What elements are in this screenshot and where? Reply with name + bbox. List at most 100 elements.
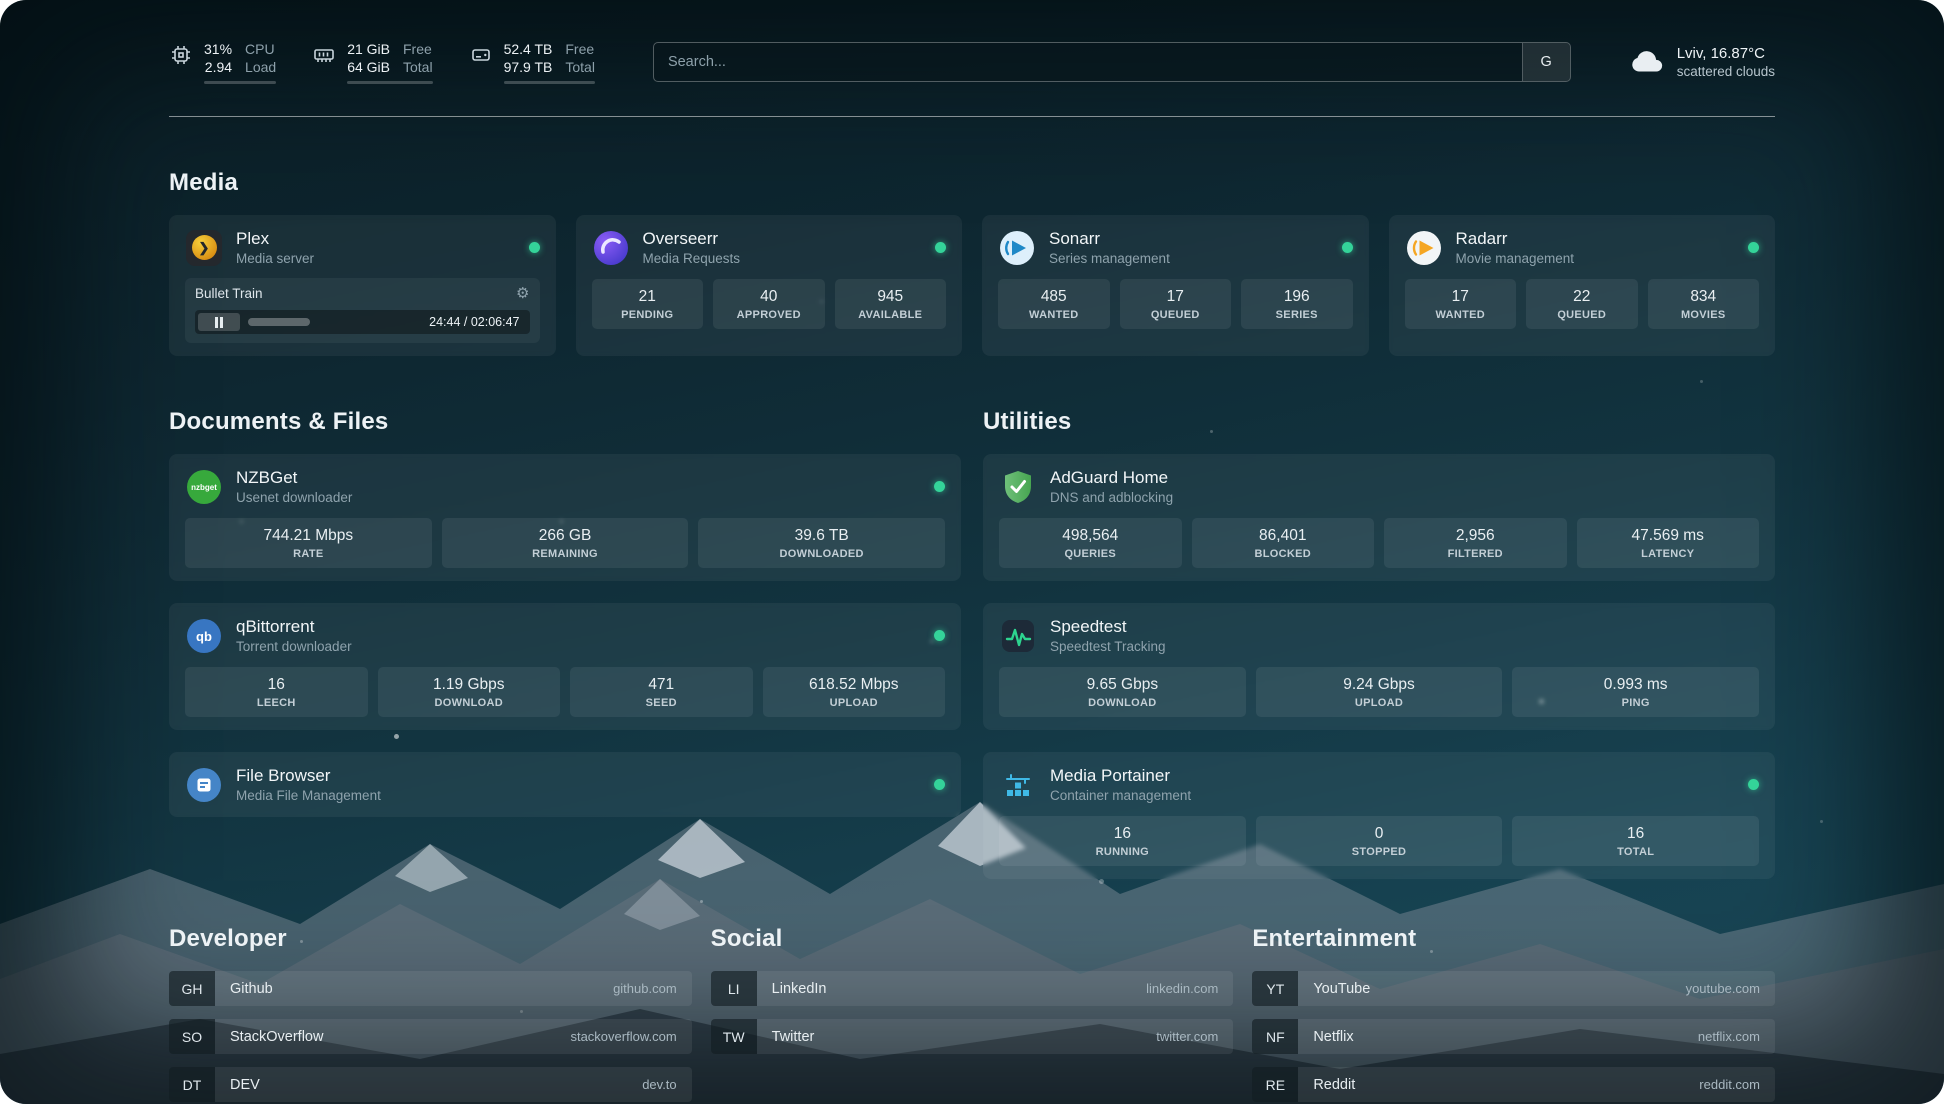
service-card-nzbget[interactable]: nzbget NZBGet Usenet downloader 74 <box>169 454 961 581</box>
sonarr-header[interactable]: Sonarr Series management <box>998 228 1353 267</box>
stat-block: 17 WANTED <box>1404 279 1516 329</box>
bookmark-name: Reddit <box>1313 1076 1356 1093</box>
bookmark-name: Netflix <box>1313 1028 1354 1045</box>
service-name: File Browser <box>236 766 331 785</box>
bookmark-abbr: SO <box>169 1019 215 1054</box>
bookmark-reddit[interactable]: RE Reddit reddit.com <box>1252 1067 1775 1102</box>
service-card-speedtest[interactable]: Speedtest Speedtest Tracking 9.65 Gbps D… <box>983 603 1775 730</box>
qbittorrent-header[interactable]: qb qBittorrent Torrent downloader <box>185 616 945 655</box>
bookmark-group-title: Social <box>710 925 783 952</box>
service-card-portainer[interactable]: Media Portainer Container management 16 … <box>983 752 1775 879</box>
bookmark-youtube[interactable]: YT YouTube youtube.com <box>1252 971 1775 1006</box>
service-card-radarr[interactable]: Radarr Movie management 17 WANTED 22 QUE… <box>1388 215 1775 356</box>
service-description: DNS and adblocking <box>1050 490 1174 505</box>
portainer-stats: 16 RUNNING 0 STOPPED 16 TOTAL <box>999 816 1760 866</box>
bookmark-stackoverflow[interactable]: SO StackOverflow stackoverflow.com <box>169 1019 692 1054</box>
bookmark-domain: dev.to <box>642 1077 677 1092</box>
bookmark-linkedin[interactable]: LI LinkedIn linkedin.com <box>710 971 1234 1006</box>
speedtest-header[interactable]: Speedtest Speedtest Tracking <box>999 616 1759 655</box>
stat-value: 945 <box>877 288 904 305</box>
stat-value: 21 <box>638 288 656 305</box>
stat-label: SERIES <box>1275 309 1318 321</box>
bookmark-dev[interactable]: DT DEV dev.to <box>169 1067 692 1102</box>
stat-value: 39.6 TB <box>794 527 849 544</box>
stat-label: PENDING <box>621 309 674 321</box>
service-name: NZBGet <box>236 468 298 487</box>
service-name: Overseerr <box>642 229 719 248</box>
playback-time: 24:44 / 02:06:47 <box>429 315 520 329</box>
service-card-overseerr[interactable]: Overseerr Media Requests 21 PENDING 40 A… <box>575 215 962 356</box>
bookmark-name: DEV <box>230 1076 260 1093</box>
disk-label-bottom: Total <box>565 59 595 75</box>
stat-block: 834 MOVIES <box>1647 279 1759 329</box>
bookmark-netflix[interactable]: NF Netflix netflix.com <box>1252 1019 1775 1054</box>
search-provider-button[interactable]: G <box>1521 43 1570 81</box>
stat-value: 16 <box>1113 825 1131 842</box>
bookmark-twitter[interactable]: TW Twitter twitter.com <box>710 1019 1234 1054</box>
qbittorrent-stats: 16 LEECH 1.19 Gbps DOWNLOAD 471 SEED <box>185 667 945 717</box>
stat-label: RATE <box>293 548 324 560</box>
pause-button[interactable] <box>198 313 240 331</box>
service-name: Radarr <box>1455 229 1508 248</box>
service-card-adguard[interactable]: AdGuard Home DNS and adblocking 498,564 … <box>983 454 1775 581</box>
stat-value: 196 <box>1283 288 1310 305</box>
playback-progress-bar[interactable]: 24:44 / 02:06:47 <box>195 310 530 334</box>
service-description: Media Requests <box>642 251 741 266</box>
bookmark-domain: linkedin.com <box>1146 981 1219 996</box>
portainer-header[interactable]: Media Portainer Container management <box>999 765 1759 804</box>
bookmark-abbr: YT <box>1252 971 1299 1006</box>
service-card-sonarr[interactable]: Sonarr Series management 485 WANTED 17 Q… <box>982 215 1369 356</box>
section-title-documents: Documents & Files <box>169 408 389 435</box>
bookmark-group-entertainment: Entertainment YT YouTube youtube.com NF … <box>1252 925 1775 1102</box>
service-name: Speedtest <box>1050 617 1127 636</box>
search-input[interactable] <box>653 43 1522 81</box>
disk-label-top: Free <box>565 41 595 57</box>
bookmark-abbr: LI <box>710 971 757 1006</box>
status-dot <box>934 630 945 641</box>
radarr-header[interactable]: Radarr Movie management <box>1405 228 1759 267</box>
stat-label: FILTERED <box>1447 548 1503 560</box>
stat-label: DOWNLOADED <box>779 548 864 560</box>
stat-block: 16 LEECH <box>185 667 368 717</box>
service-name: Media Portainer <box>1050 766 1171 785</box>
stat-block: 16 TOTAL <box>1512 816 1760 866</box>
qbittorrent-icon: qb <box>185 617 223 655</box>
bookmark-domain: github.com <box>613 981 677 996</box>
bookmark-abbr: NF <box>1252 1019 1299 1054</box>
filebrowser-header[interactable]: File Browser Media File Management <box>185 765 945 804</box>
stat-value: 22 <box>1573 288 1591 305</box>
header-divider <box>169 116 1775 117</box>
settings-gear-icon[interactable]: ⚙ <box>516 285 530 302</box>
stat-label: DOWNLOAD <box>1088 697 1157 709</box>
nzbget-header[interactable]: nzbget NZBGet Usenet downloader <box>185 467 945 506</box>
service-description: Media File Management <box>236 788 381 803</box>
service-description: Movie management <box>1455 251 1575 266</box>
bookmark-name: YouTube <box>1313 980 1371 997</box>
memory-progress-bar <box>347 81 433 84</box>
stat-value: 266 GB <box>538 527 592 544</box>
stat-block: 0.993 ms PING <box>1512 667 1760 717</box>
bookmark-group-social: Social LI LinkedIn linkedin.com TW Twitt… <box>710 925 1234 1102</box>
adguard-header[interactable]: AdGuard Home DNS and adblocking <box>999 467 1759 506</box>
stat-label: RUNNING <box>1095 846 1150 858</box>
middle-columns: Documents & Files nzbget <box>169 356 1775 879</box>
bookmark-domain: stackoverflow.com <box>570 1029 677 1044</box>
stat-value: 40 <box>760 288 778 305</box>
stat-value: 9.24 Gbps <box>1343 676 1415 693</box>
bookmark-github[interactable]: GH Github github.com <box>169 971 692 1006</box>
adguard-stats: 498,564 QUERIES 86,401 BLOCKED 2,956 FIL… <box>999 518 1759 568</box>
weather-widget: Lviv, 16.87°C scattered clouds <box>1629 45 1775 79</box>
memory-total: 64 GiB <box>347 59 390 75</box>
stat-label: LATENCY <box>1641 548 1695 560</box>
now-playing-title: Bullet Train <box>195 286 263 301</box>
service-card-plex[interactable]: ❯ Plex Media server Bullet Train ⚙ <box>169 215 556 356</box>
service-card-filebrowser[interactable]: File Browser Media File Management <box>169 752 961 817</box>
service-name: Sonarr <box>1049 229 1101 248</box>
stat-value: 834 <box>1690 288 1717 305</box>
plex-header[interactable]: ❯ Plex Media server <box>185 228 540 267</box>
stat-block: 1.19 Gbps DOWNLOAD <box>377 667 560 717</box>
overseerr-header[interactable]: Overseerr Media Requests <box>592 228 946 267</box>
service-card-qbittorrent[interactable]: qb qBittorrent Torrent downloader <box>169 603 961 730</box>
media-grid: ❯ Plex Media server Bullet Train ⚙ <box>169 215 1775 356</box>
